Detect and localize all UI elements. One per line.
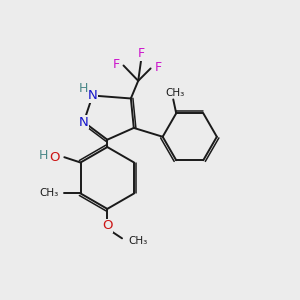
Text: O: O <box>102 220 112 232</box>
Text: H: H <box>39 149 48 162</box>
Text: N: N <box>88 89 98 102</box>
Text: F: F <box>138 47 145 60</box>
Text: N: N <box>79 116 88 128</box>
Text: CH₃: CH₃ <box>165 88 184 98</box>
Text: H: H <box>79 82 88 95</box>
Text: CH₃: CH₃ <box>128 236 148 246</box>
Text: F: F <box>112 58 119 71</box>
Text: O: O <box>50 151 60 164</box>
Text: CH₃: CH₃ <box>40 188 59 198</box>
Text: F: F <box>155 61 162 74</box>
